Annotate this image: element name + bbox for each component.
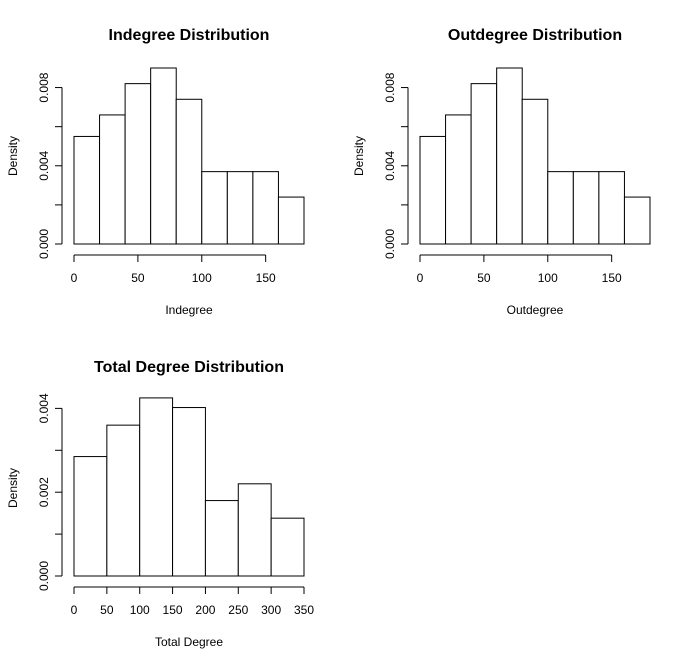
- histogram-bar: [175, 98, 203, 245]
- chart-title: Outdegree Distribution: [448, 27, 622, 44]
- y-axis-label: Density: [352, 136, 366, 176]
- histogram-bar: [445, 114, 472, 245]
- histogram-bar: [73, 135, 101, 245]
- x-tick-label: 200: [195, 603, 215, 617]
- x-tick-label: 150: [163, 603, 183, 617]
- x-tick-label: 50: [477, 271, 491, 285]
- x-tick-label: 250: [228, 603, 248, 617]
- histogram-panel-outdegree: 0 50 100 150 0.000 0.004 0.008 Outdegree Distri…: [352, 27, 651, 317]
- histogram-bar: [547, 171, 574, 245]
- histogram-bar: [172, 407, 206, 577]
- x-tick-label: 300: [261, 603, 281, 617]
- y-tick-label: 0.000: [37, 229, 51, 259]
- histogram-bar: [139, 397, 174, 577]
- y-tick-label: 0.008: [383, 72, 397, 102]
- histogram-bar: [496, 67, 523, 245]
- chart-title: Indegree Distribution: [109, 27, 270, 44]
- x-tick-label: 100: [130, 603, 150, 617]
- y-tick-label: 0.000: [383, 229, 397, 259]
- histogram-panel-indegree: 0 50 100 150 0.000 0.004 0.008 Indegree Distrib…: [6, 27, 305, 317]
- x-axis-label: Outdegree: [507, 303, 564, 317]
- chart-title: Total Degree Distribution: [94, 359, 284, 376]
- x-tick-label: 0: [71, 603, 78, 617]
- x-tick-label: 100: [538, 271, 558, 285]
- histogram-bar: [226, 171, 254, 245]
- histogram-bar: [252, 171, 279, 245]
- y-tick-label: 0.004: [383, 150, 397, 180]
- y-tick-label: 0.002: [37, 477, 51, 507]
- histogram-bar: [572, 171, 600, 245]
- x-tick-label: 0: [71, 271, 78, 285]
- histogram-bar: [106, 424, 141, 577]
- histogram-bar: [150, 67, 177, 245]
- y-tick-label: 0.000: [37, 561, 51, 591]
- histogram-bar: [201, 171, 228, 245]
- histogram-bar: [419, 135, 447, 245]
- histogram-bar: [598, 171, 625, 245]
- x-tick-label: 100: [192, 271, 212, 285]
- histogram-bar: [124, 83, 152, 245]
- y-tick-label: 0.008: [37, 72, 51, 102]
- histogram-bar: [470, 83, 498, 245]
- histogram-bar: [623, 196, 651, 245]
- x-axis-label: Indegree: [165, 303, 213, 317]
- y-tick-label: 0.004: [37, 150, 51, 180]
- histogram-bar: [237, 483, 272, 577]
- y-axis-label: Density: [6, 136, 20, 176]
- histogram-bar: [99, 114, 126, 245]
- x-tick-label: 150: [256, 271, 276, 285]
- x-tick-label: 0: [417, 271, 424, 285]
- y-axis-label: Density: [6, 468, 20, 508]
- histogram-bar: [277, 196, 305, 245]
- histogram-bar: [521, 98, 549, 245]
- histogram-bar: [73, 456, 108, 577]
- x-axis-label: Total Degree: [155, 635, 223, 649]
- y-tick-label: 0.004: [37, 393, 51, 423]
- x-tick-label: 50: [100, 603, 114, 617]
- histogram-bar: [270, 517, 305, 577]
- x-tick-label: 50: [131, 271, 145, 285]
- x-tick-label: 150: [602, 271, 622, 285]
- histogram-panel-total-degree: 0 50 100 150 200 250 300 350 0.000 0.002 0.004 Tota…: [6, 359, 314, 649]
- histogram-bar: [204, 500, 239, 577]
- x-tick-label: 350: [294, 603, 314, 617]
